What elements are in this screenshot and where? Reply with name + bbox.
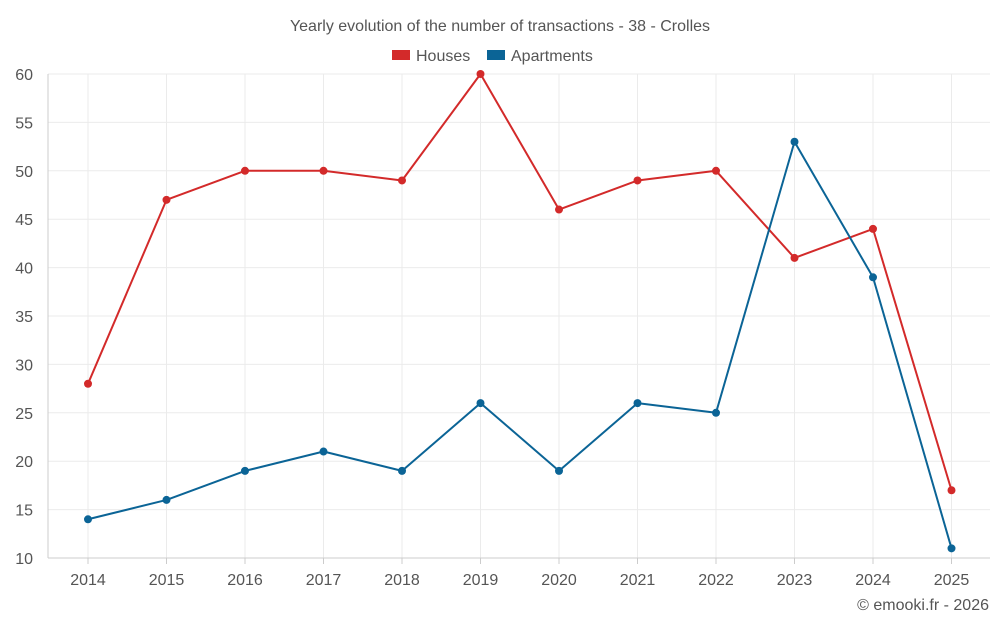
- x-tick-label: 2017: [306, 572, 342, 589]
- legend: Houses Apartments: [392, 48, 593, 65]
- data-point-apartments[interactable]: [633, 399, 642, 408]
- data-point-apartments[interactable]: [869, 273, 877, 282]
- data-point-houses[interactable]: [712, 166, 720, 175]
- y-tick-label: 10: [15, 551, 33, 568]
- data-point-apartments[interactable]: [84, 515, 92, 524]
- y-tick-label: 60: [15, 67, 33, 84]
- credit-text: © emooki.fr - 2026: [857, 597, 989, 614]
- y-tick-label: 55: [15, 115, 33, 132]
- x-tick-label: 2022: [698, 572, 734, 589]
- data-point-houses[interactable]: [162, 195, 171, 204]
- legend-swatch-houses: [392, 50, 410, 60]
- legend-label-houses: Houses: [416, 48, 470, 65]
- x-tick-label: 2016: [227, 572, 263, 589]
- data-point-houses[interactable]: [398, 176, 406, 185]
- data-point-houses[interactable]: [476, 70, 485, 78]
- legend-item-apartments[interactable]: Apartments: [487, 48, 593, 65]
- grid-layer: [48, 73, 990, 558]
- y-tick-label: 25: [15, 406, 33, 423]
- legend-swatch-apartments: [487, 50, 505, 60]
- y-tick-label: 35: [15, 309, 33, 326]
- data-point-apartments[interactable]: [947, 544, 956, 553]
- data-point-houses[interactable]: [790, 253, 799, 262]
- x-tick-label: 2015: [149, 572, 185, 589]
- series-line-apartments: [87, 140, 953, 549]
- data-point-houses[interactable]: [319, 166, 328, 175]
- series-layer: [84, 70, 956, 553]
- legend-item-houses[interactable]: Houses: [392, 48, 470, 65]
- data-point-houses[interactable]: [555, 205, 563, 214]
- data-point-apartments[interactable]: [712, 408, 720, 417]
- data-point-houses[interactable]: [633, 176, 642, 185]
- data-point-apartments[interactable]: [555, 466, 563, 475]
- x-tick-label: 2014: [70, 572, 106, 589]
- data-point-apartments[interactable]: [319, 447, 328, 456]
- y-tick-label: 50: [15, 164, 33, 181]
- x-tick-label: 2025: [934, 572, 970, 589]
- y-tick-label: 45: [15, 212, 33, 229]
- y-tick-label: 20: [15, 454, 33, 471]
- x-tick-label: 2023: [777, 572, 813, 589]
- data-point-apartments[interactable]: [476, 399, 485, 408]
- y-tick-label: 40: [15, 261, 33, 278]
- data-point-houses[interactable]: [947, 486, 956, 495]
- x-tick-label: 2024: [855, 572, 891, 589]
- data-point-apartments[interactable]: [398, 466, 406, 475]
- y-tick-label: 15: [15, 503, 33, 520]
- legend-label-apartments: Apartments: [511, 48, 593, 65]
- data-point-apartments[interactable]: [162, 495, 171, 504]
- x-tick-label: 2018: [384, 572, 420, 589]
- data-point-houses[interactable]: [869, 224, 877, 233]
- y-tick-label: 30: [15, 357, 33, 374]
- data-point-apartments[interactable]: [790, 137, 799, 146]
- data-point-houses[interactable]: [241, 166, 249, 175]
- x-tick-label: 2021: [620, 572, 656, 589]
- chart-title: Yearly evolution of the number of transa…: [290, 18, 710, 35]
- x-tick-label: 2019: [463, 572, 499, 589]
- data-point-houses[interactable]: [84, 379, 92, 388]
- x-tick-label: 2020: [541, 572, 577, 589]
- series-line-houses: [87, 73, 953, 491]
- data-point-apartments[interactable]: [241, 466, 249, 475]
